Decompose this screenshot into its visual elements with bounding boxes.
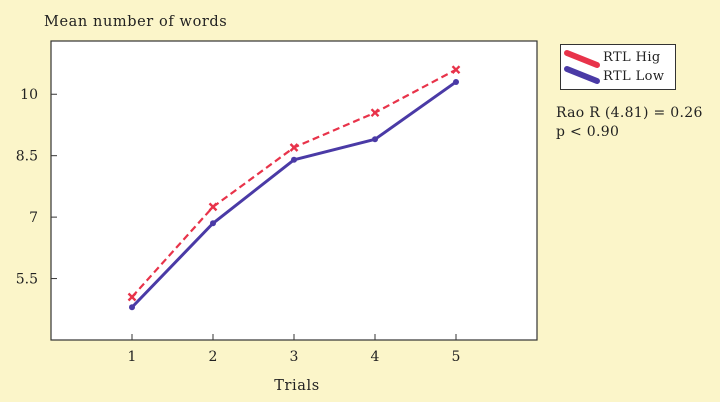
legend: RTL Hig RTL Low [560, 44, 676, 90]
y-axis-label: Mean number of words [44, 14, 227, 30]
y-tick-label: 8.5 [16, 149, 38, 165]
plot-area [50, 40, 538, 341]
stats-line-1: Rao R (4.81) = 0.26 [556, 105, 703, 121]
data-point-rtl-hig [370, 108, 380, 118]
x-tick-label: 5 [452, 349, 461, 365]
data-point-rtl-hig [127, 292, 137, 302]
data-point-rtl-low [291, 156, 297, 163]
data-point-rtl-low [372, 136, 378, 143]
data-point-rtl-hig [289, 143, 299, 152]
stats-annotation: Rao R (4.81) = 0.26 p < 0.90 [556, 104, 703, 142]
data-point-rtl-hig [451, 65, 461, 75]
data-point-rtl-low [129, 304, 135, 311]
legend-label-rtl-hig: RTL Hig [603, 50, 661, 65]
y-tick-label: 10 [20, 87, 38, 103]
data-point-rtl-hig [208, 202, 218, 212]
x-tick-label: 1 [128, 349, 137, 365]
x-tick-label: 2 [209, 349, 218, 365]
x-axis-label: Trials [274, 378, 320, 394]
y-tick-label: 5.5 [16, 272, 38, 288]
x-tick-label: 4 [371, 349, 380, 365]
stats-line-2: p < 0.90 [556, 124, 620, 140]
legend-item-rtl-low: RTL Low [564, 66, 664, 84]
data-point-rtl-low [210, 220, 216, 227]
legend-item-rtl-hig: RTL Hig [564, 50, 661, 68]
legend-label-rtl-low: RTL Low [603, 69, 664, 84]
data-point-rtl-low [453, 78, 459, 85]
legend-swatch-rtl-hig [564, 50, 600, 68]
x-tick-label: 3 [290, 349, 299, 365]
legend-swatch-rtl-low [564, 66, 600, 84]
y-tick-label: 7 [29, 210, 38, 226]
